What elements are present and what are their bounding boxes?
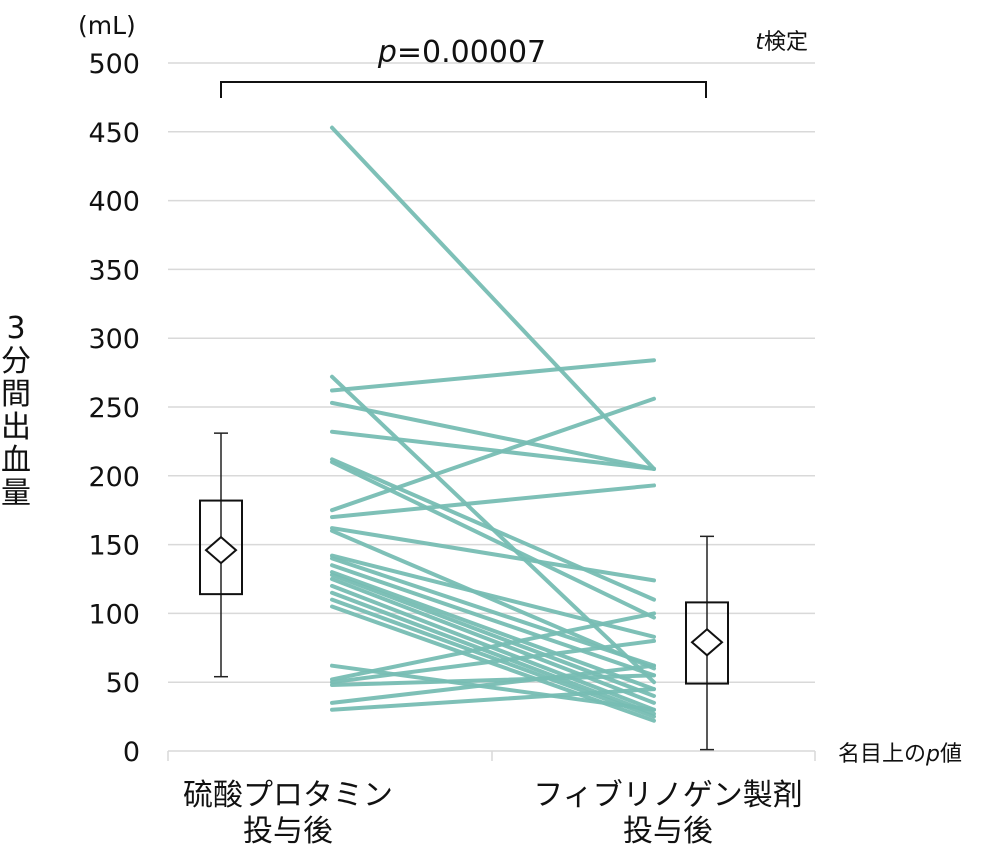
y-label-char: 量 [1, 476, 31, 511]
paired-line [330, 597, 656, 719]
paired-line [330, 429, 656, 471]
y-tick-label: 400 [88, 187, 140, 218]
x-axis [167, 750, 816, 761]
mean-diamond-marker [204, 535, 238, 565]
y-tick-label: 0 [123, 737, 140, 768]
p-value-label: p=0.00007 [377, 35, 546, 70]
paired-line [330, 483, 656, 520]
y-label-char: 血 [1, 443, 31, 478]
paired-line [330, 663, 656, 712]
y-tick-label: 50 [106, 668, 140, 699]
paired-line [330, 358, 656, 393]
category-label-fibrinogen-line2: 投与後 [623, 814, 713, 849]
summary-box [199, 432, 243, 678]
summary-box [685, 535, 729, 751]
paired-line [330, 125, 656, 471]
paired-line [330, 638, 656, 685]
significance-bracket [220, 81, 707, 98]
category-label-protamine: 硫酸プロタミン [183, 778, 393, 813]
y-label-char: 分 [1, 344, 31, 379]
paired-line [330, 396, 656, 513]
y-tick-label: 250 [88, 393, 140, 424]
paired-line [330, 687, 656, 712]
box [199, 499, 243, 596]
box [685, 601, 729, 685]
paired-line [330, 457, 656, 602]
y-unit-label: (mL) [78, 11, 136, 40]
category-label-fibrinogen: フィブリノゲン製剤 [533, 778, 802, 813]
category-label-protamine-line2: 投与後 [243, 814, 333, 849]
paired-line [330, 611, 656, 682]
y-tick-label: 450 [88, 118, 140, 149]
y-label-char: 3 [6, 311, 25, 346]
paired-line [330, 673, 656, 687]
y-tick-label: 500 [88, 49, 140, 80]
y-tick-label: 350 [88, 255, 140, 286]
y-tick-label: 300 [88, 324, 140, 355]
summary-boxes [199, 432, 729, 751]
paired-line [330, 528, 656, 671]
paired-line [330, 526, 656, 583]
paired-line [330, 400, 656, 471]
y-tick-label: 200 [88, 462, 140, 493]
paired-line [330, 577, 656, 705]
y-label-char: 間 [1, 377, 31, 412]
paired-line [330, 563, 656, 678]
paired-line [330, 663, 656, 705]
paired-line [330, 570, 656, 692]
gridlines [168, 62, 815, 683]
paired-lines [330, 125, 656, 723]
y-axis-ticks: 0 50 100 150 200 250 300 350 400 450 500 [88, 49, 140, 768]
nominal-p-note: 名目上のp値 [838, 742, 962, 767]
y-tick-label: 100 [88, 599, 140, 630]
test-name-label: t検定 [755, 30, 808, 55]
mean-diamond-marker [690, 627, 724, 657]
y-tick-label: 150 [88, 531, 140, 562]
paired-line [330, 460, 656, 620]
y-label-char: 出 [1, 410, 31, 445]
